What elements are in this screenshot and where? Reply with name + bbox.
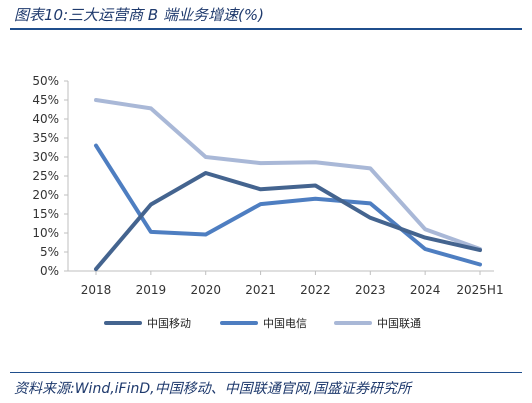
y-tick-label: 40% (32, 112, 59, 126)
series-line-1 (94, 143, 482, 267)
x-tick-label: 2019 (136, 283, 167, 297)
x-tick-label: 2025H1 (456, 283, 503, 297)
source-divider (10, 372, 522, 373)
chart-axes: 0% 5% 10% 15% 20% 25% 30% 35% 40% 45% 50% 2018 2019 2… (32, 74, 503, 297)
chart-lines (94, 98, 482, 272)
legend-label: 中国联通 (377, 317, 421, 330)
x-tick-label: 2023 (355, 283, 386, 297)
chart-title: 图表10:三大运营商 B 端业务增速(%) (14, 6, 264, 24)
x-tick-label: 2024 (410, 283, 441, 297)
x-tick-label: 2018 (81, 283, 112, 297)
line-chart: 0% 5% 10% 15% 20% 25% 30% 35% 40% 45% 50% 2018 2019 2… (32, 74, 503, 330)
y-tick-label: 25% (32, 169, 59, 183)
source-note: 资料来源:Wind,iFinD,中国移动、中国联通官网,国盛证券研究所 (14, 381, 412, 397)
y-tick-label: 45% (32, 93, 59, 107)
title-divider (10, 28, 522, 30)
chart-legend: 中国移动 中国电信 中国联通 (104, 317, 421, 330)
x-tick-label: 2021 (245, 283, 276, 297)
x-tick-label: 2022 (300, 283, 331, 297)
y-tick-label: 5% (40, 245, 59, 259)
y-tick-label: 15% (32, 207, 59, 221)
legend-label: 中国电信 (263, 317, 307, 330)
y-tick-label: 0% (40, 264, 59, 278)
series-line-2 (94, 98, 482, 251)
legend-label: 中国移动 (147, 317, 191, 330)
series-line-0 (94, 171, 482, 272)
y-tick-label: 20% (32, 188, 59, 202)
y-tick-label: 35% (32, 131, 59, 145)
y-tick-label: 10% (32, 226, 59, 240)
y-tick-label: 50% (32, 74, 59, 88)
x-tick-label: 2020 (190, 283, 221, 297)
y-tick-label: 30% (32, 150, 59, 164)
